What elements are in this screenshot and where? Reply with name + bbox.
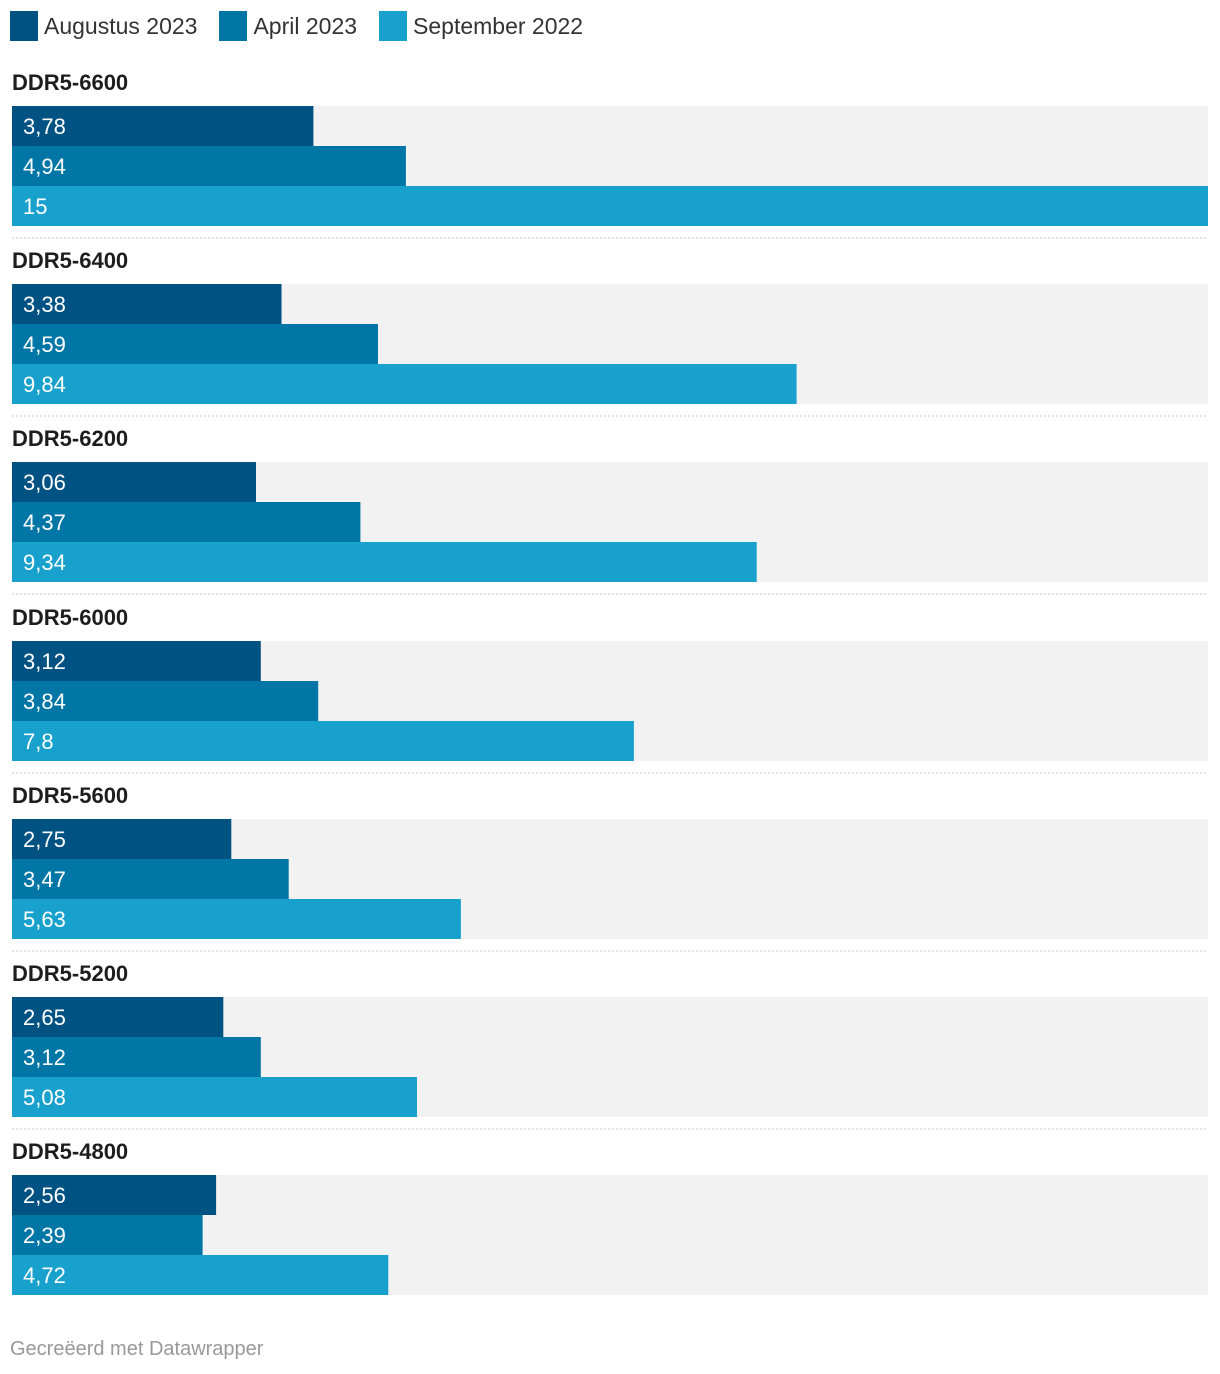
data-label: 15 <box>23 194 47 219</box>
group-title: DDR5-6600 <box>12 70 128 95</box>
bar <box>12 997 224 1037</box>
data-label: 2,39 <box>23 1223 66 1248</box>
bar <box>12 1175 217 1215</box>
data-label: 3,06 <box>23 470 66 495</box>
group-title: DDR5-5200 <box>12 961 128 986</box>
legend-swatch <box>219 11 248 41</box>
group-title: DDR5-4800 <box>12 1139 128 1164</box>
data-label: 3,84 <box>23 689 66 714</box>
bar <box>12 1255 389 1295</box>
legend: Augustus 2023 April 2023 September 2022 <box>10 10 583 42</box>
data-label: 7,8 <box>23 729 54 754</box>
data-label: 5,08 <box>23 1085 66 1110</box>
data-label: 4,37 <box>23 510 66 535</box>
legend-swatch <box>10 11 38 41</box>
data-label: 9,84 <box>23 372 66 397</box>
data-label: 3,12 <box>23 649 66 674</box>
bar <box>12 721 634 761</box>
data-label: 4,72 <box>23 1263 66 1288</box>
bar <box>12 899 461 939</box>
bar <box>12 1215 203 1255</box>
bar <box>12 681 319 721</box>
legend-label: September 2022 <box>413 12 584 39</box>
data-label: 2,75 <box>23 827 66 852</box>
group-title: DDR5-6200 <box>12 426 128 451</box>
bar <box>12 859 289 899</box>
bar <box>12 502 361 542</box>
bar <box>12 284 282 324</box>
bar <box>12 364 797 404</box>
data-label: 2,56 <box>23 1183 66 1208</box>
data-label: 3,12 <box>23 1045 66 1070</box>
data-label: 3,38 <box>23 292 66 317</box>
legend-item: Augustus 2023 <box>10 11 197 41</box>
bar <box>12 462 256 502</box>
bar <box>12 106 314 146</box>
bar <box>12 146 406 186</box>
data-label: 3,78 <box>23 114 66 139</box>
data-label: 9,34 <box>23 550 66 575</box>
bar <box>12 542 757 582</box>
bar <box>12 641 261 681</box>
data-label: 2,65 <box>23 1005 66 1030</box>
group-title: DDR5-5600 <box>12 783 128 808</box>
legend-label: Augustus 2023 <box>44 12 198 39</box>
bar <box>12 324 378 364</box>
bar <box>12 186 1208 226</box>
bar <box>12 1077 417 1117</box>
data-label: 4,59 <box>23 332 66 357</box>
legend-item: September 2022 <box>379 11 583 41</box>
legend-label: April 2023 <box>253 12 358 39</box>
group-title: DDR5-6000 <box>12 605 128 630</box>
legend-swatch <box>379 11 408 41</box>
legend-item: April 2023 <box>219 11 357 41</box>
data-label: 3,47 <box>23 867 66 892</box>
bar <box>12 819 232 859</box>
bar <box>12 1037 261 1077</box>
data-label: 5,63 <box>23 907 66 932</box>
data-label: 4,94 <box>23 154 66 179</box>
group-title: DDR5-6400 <box>12 248 128 273</box>
footer-credit[interactable]: Gecreëerd met Datawrapper <box>10 1338 264 1360</box>
